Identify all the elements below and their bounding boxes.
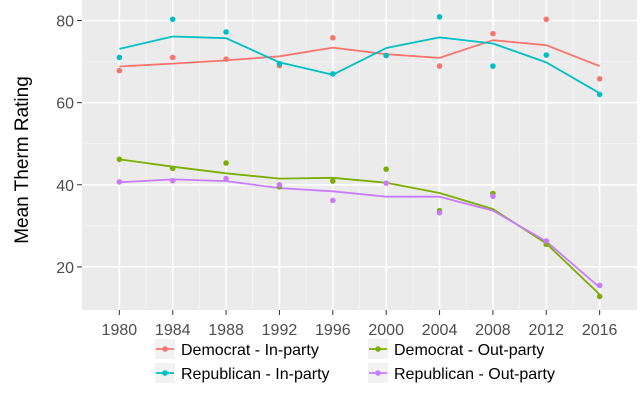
series-line-republican-out-party <box>119 178 601 289</box>
legend-label-democrat-out-party: Democrat - Out-party <box>394 342 544 359</box>
data-point-republican-out-party <box>596 282 603 289</box>
y-tick-label: 60 <box>56 96 74 113</box>
y-axis: 20 40 60 80 <box>56 14 82 277</box>
data-point-republican-in-party <box>490 63 496 69</box>
data-point-republican-out-party <box>276 181 283 188</box>
data-point-republican-in-party <box>169 16 176 23</box>
data-point-republican-out-party <box>490 193 496 200</box>
x-tick-label: 2008 <box>475 322 511 339</box>
data-point-republican-in-party <box>543 52 550 58</box>
data-point-democrat-out-party <box>223 160 229 166</box>
x-tick-label: 2004 <box>422 322 458 339</box>
data-point-democrat-out-party <box>116 156 123 163</box>
data-point-democrat-in-party <box>490 30 496 37</box>
legend-key-point-republican-in-party <box>162 370 168 376</box>
x-axis: 1980 1984 1988 1992 1996 2000 2004 2008 2012 2016 <box>102 310 618 339</box>
data-point-democrat-in-party <box>169 54 176 61</box>
x-tick-label: 1996 <box>315 322 351 339</box>
data-point-republican-in-party <box>276 60 283 67</box>
data-point-democrat-out-party <box>596 293 603 300</box>
data-point-democrat-out-party <box>383 166 389 172</box>
data-point-republican-in-party <box>330 71 336 77</box>
y-tick-label: 20 <box>56 260 74 277</box>
data-point-democrat-in-party <box>436 63 443 69</box>
legend-key-point-democrat-in-party <box>162 346 168 352</box>
data-point-republican-out-party <box>436 209 443 216</box>
series-line-democrat-in-party <box>119 39 600 68</box>
x-tick-label: 1992 <box>262 322 298 339</box>
data-point-republican-in-party <box>436 14 443 20</box>
data-point-republican-out-party <box>116 179 123 185</box>
y-axis-title: Mean Therm Rating <box>12 76 33 244</box>
data-point-democrat-in-party <box>543 16 550 23</box>
x-tick-label: 1988 <box>208 322 244 339</box>
legend-label-republican-out-party: Republican - Out-party <box>394 366 555 383</box>
legend-key-point-republican-out-party <box>375 370 381 376</box>
x-tick-label: 1980 <box>102 322 138 339</box>
x-tick-label: 1984 <box>155 322 191 339</box>
legend-label-republican-in-party: Republican - In-party <box>181 366 330 383</box>
legend-label-democrat-in-party: Democrat - In-party <box>181 342 319 359</box>
legend-key-point-democrat-out-party <box>375 346 381 352</box>
data-point-republican-out-party <box>169 177 176 184</box>
x-tick-label: 2016 <box>582 322 618 339</box>
x-tick-label: 2000 <box>368 322 404 339</box>
data-point-democrat-in-party <box>116 67 123 74</box>
data-point-republican-in-party <box>383 52 389 59</box>
y-tick-label: 40 <box>56 178 74 195</box>
data-point-republican-in-party <box>596 91 603 98</box>
data-point-republican-out-party <box>543 238 550 244</box>
x-tick-label: 2012 <box>528 322 564 339</box>
data-point-republican-out-party <box>223 175 229 182</box>
data-point-democrat-in-party <box>223 56 229 62</box>
data-point-democrat-out-party <box>169 165 176 172</box>
data-point-republican-in-party <box>223 29 229 35</box>
data-point-democrat-in-party <box>330 34 336 41</box>
data-point-republican-in-party <box>116 54 123 61</box>
legend: Democrat - In-party Republican - In-party… <box>155 339 555 383</box>
data-point-republican-out-party <box>383 180 389 186</box>
data-point-republican-out-party <box>330 197 336 204</box>
data-point-democrat-out-party <box>330 178 336 184</box>
series-line-republican-in-party <box>119 35 601 94</box>
data-point-democrat-in-party <box>596 76 603 82</box>
plot-panel <box>82 0 637 310</box>
y-tick-label: 80 <box>56 14 74 31</box>
